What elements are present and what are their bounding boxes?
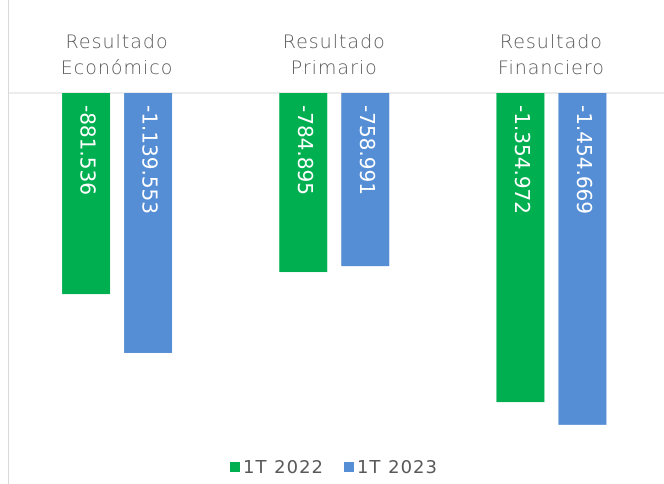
data-label: -1.139.553 (138, 105, 162, 214)
bar (279, 93, 328, 273)
category-label: Resultado Primario (282, 31, 386, 79)
data-label: -1.354.972 (510, 105, 534, 214)
bar (496, 93, 545, 403)
legend-label: 1T 2022 (243, 457, 324, 478)
bar (62, 93, 111, 295)
data-label: -784.895 (293, 105, 317, 195)
data-label: -758.991 (355, 105, 379, 195)
legend-swatch (230, 462, 240, 472)
category-label: Resultado Económico (60, 31, 174, 79)
category-label: Resultado Financiero (497, 31, 605, 79)
data-label: -881.536 (76, 105, 100, 195)
legend-swatch (343, 462, 354, 472)
bar (341, 93, 390, 267)
legend-label: 1T 2023 (357, 457, 438, 478)
data-label: -1.454.669 (572, 105, 596, 214)
bar (558, 93, 607, 425)
bar (124, 93, 173, 353)
